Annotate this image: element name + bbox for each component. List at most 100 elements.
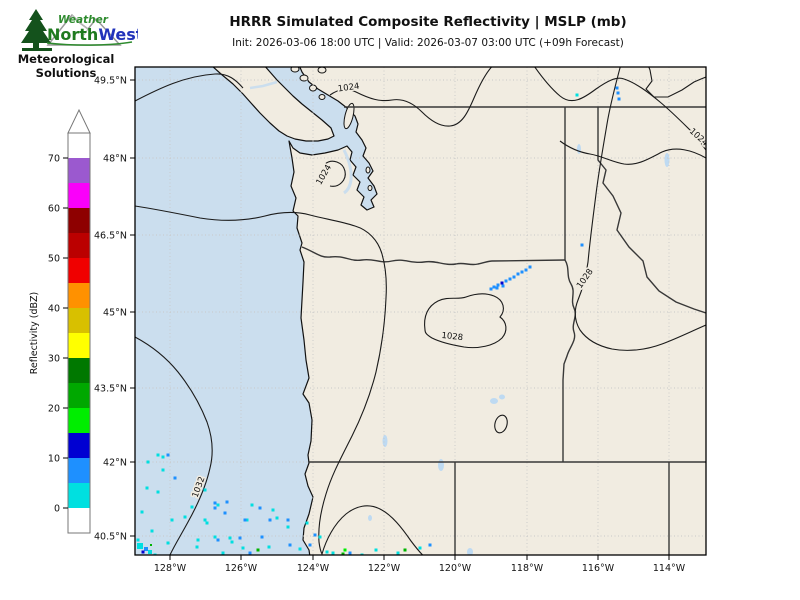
radar-echo: [496, 283, 500, 287]
radar-echo: [616, 91, 620, 95]
lon-tick-label: 114°W: [653, 563, 686, 574]
radar-echo: [489, 287, 493, 291]
lat-tick-label: 43.5°N: [94, 384, 127, 395]
colorbar-tick-label: 10: [48, 454, 60, 465]
colorbar-segment: [68, 358, 90, 383]
radar-echo: [298, 547, 302, 551]
colorbar-segment: [68, 258, 90, 283]
radar-echo: [403, 548, 407, 552]
radar-echo: [137, 543, 143, 549]
lon-tick-label: 122°W: [368, 563, 401, 574]
small-islands: [290, 67, 373, 191]
lon-tick-label: 116°W: [582, 563, 615, 574]
graticule: [135, 67, 706, 555]
lake: [577, 144, 581, 154]
mslp-contours: [135, 67, 706, 555]
radar-echo: [492, 285, 496, 289]
radar-echo: [516, 272, 520, 276]
radar-echo: [245, 518, 249, 522]
lon-tick-label: 120°W: [439, 563, 472, 574]
colorbar-segment: [68, 158, 90, 183]
radar-echo: [241, 546, 245, 550]
radar-echo: [575, 93, 579, 97]
radar-echo: [213, 535, 217, 539]
radar-echo: [616, 62, 619, 65]
colorbar-segment: [68, 308, 90, 333]
colorbar-tick-label: 40: [48, 304, 60, 315]
colorbar-axis-label: Reflectivity (dBZ): [29, 292, 40, 375]
radar-echo: [166, 453, 170, 457]
radar-echo: [275, 516, 279, 520]
reflectivity-colorbar: 0 10 20 30 40 50 60 70: [48, 108, 91, 534]
radar-echo: [146, 460, 150, 464]
contour-1028-west: [135, 205, 424, 555]
radar-echoes: [136, 61, 633, 555]
radar-echo: [286, 525, 290, 529]
radar-echo: [620, 63, 623, 66]
colorbar-tick-label: 0: [54, 504, 60, 515]
radar-echo: [150, 544, 152, 546]
lat-tick-label: 46.5°N: [94, 231, 127, 242]
radar-echo: [145, 486, 149, 490]
colorbar-tick-label: 20: [48, 404, 60, 415]
radar-echo: [495, 286, 499, 290]
colorbar-segment: [68, 483, 90, 508]
logo-northwest-text: NorthWest: [47, 25, 138, 44]
radar-echo: [216, 538, 220, 542]
colorbar-segment: [68, 333, 90, 358]
colorbar-arrow: [67, 108, 91, 134]
tagline-line1: Meteorological: [17, 52, 115, 66]
radar-echo: [331, 551, 335, 555]
radar-echo: [136, 538, 140, 542]
radar-echo: [161, 455, 165, 459]
lat-tick-label: 49.5°N: [94, 76, 127, 87]
colorbar-segment: [68, 183, 90, 208]
radar-echo: [580, 243, 584, 247]
vancouver-island: [212, 67, 335, 142]
map-frame: [134, 66, 707, 556]
radar-echo: [203, 518, 207, 522]
state-borders: [301, 106, 706, 555]
radar-echo: [286, 518, 290, 522]
radar-echo: [173, 476, 177, 480]
colorbar-segment: [68, 133, 90, 158]
radar-echo: [260, 535, 264, 539]
lake: [490, 398, 498, 404]
radar-echo: [500, 281, 504, 285]
island-inlet: [249, 80, 278, 90]
contour-1024-ocean: [135, 73, 244, 102]
mslp-contour-label: 1028: [441, 331, 464, 343]
colorbar-segment: [68, 458, 90, 483]
contour-1032: [135, 336, 213, 555]
radar-echo: [203, 488, 207, 492]
radar-echo: [268, 518, 272, 522]
lon-tick-label: 118°W: [511, 563, 544, 574]
radar-echo: [508, 277, 512, 281]
radar-echo: [205, 521, 209, 525]
radar-echo: [313, 533, 317, 537]
lake: [664, 153, 670, 167]
radar-echo: [238, 536, 242, 540]
colorbar-segment: [68, 433, 90, 458]
colorbar-tick-label: 60: [48, 204, 60, 215]
hood-canal: [342, 149, 353, 195]
radar-echo: [626, 61, 629, 64]
border-or-id: [562, 259, 576, 462]
radar-echo: [144, 547, 148, 551]
radar-echo: [271, 508, 275, 512]
axis-ticks: 49.5°N 48°N 46.5°N 45°N 43.5°N 42°N 40.5°N 128°…: [94, 76, 686, 575]
colorbar-segment: [68, 408, 90, 433]
contour-1024-east: [534, 67, 706, 151]
init-valid-subtitle: Init: 2026-03-06 18:00 UTC | Valid: 2026…: [232, 37, 624, 49]
radar-echo: [615, 86, 619, 90]
lat-tick-label: 45°N: [103, 308, 127, 319]
colorbar-segment: [68, 283, 90, 308]
radar-echo: [308, 543, 312, 547]
radar-echo: [216, 503, 220, 507]
tagline-line2: Solutions: [35, 66, 97, 80]
radar-echo: [213, 506, 217, 510]
radar-echo: [501, 284, 505, 288]
